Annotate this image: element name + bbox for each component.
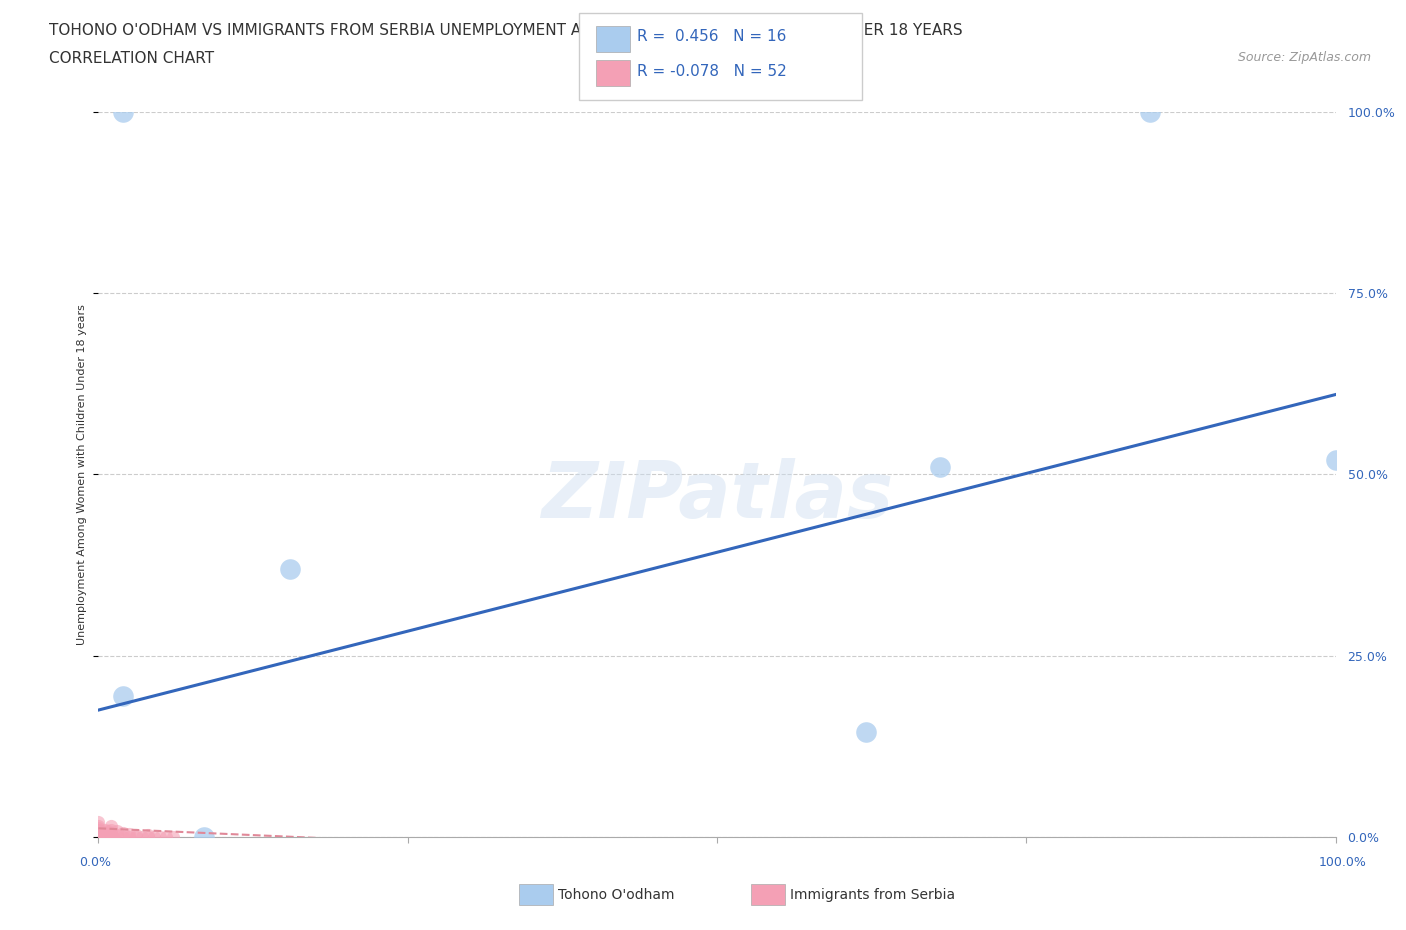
Point <box>87 821 110 836</box>
Point <box>87 830 110 844</box>
Text: Immigrants from Serbia: Immigrants from Serbia <box>790 887 955 902</box>
Point <box>100 826 122 841</box>
Point <box>136 828 159 843</box>
Point <box>855 724 877 739</box>
Text: ZIPatlas: ZIPatlas <box>541 458 893 534</box>
Point <box>93 826 115 841</box>
Point <box>118 830 141 844</box>
Point <box>162 830 184 844</box>
Y-axis label: Unemployment Among Women with Children Under 18 years: Unemployment Among Women with Children U… <box>76 304 87 644</box>
Point <box>100 822 122 837</box>
Point <box>124 828 146 843</box>
Point <box>87 825 110 840</box>
Point <box>124 830 146 844</box>
Text: Source: ZipAtlas.com: Source: ZipAtlas.com <box>1237 51 1371 64</box>
Point <box>118 827 141 842</box>
Text: TOHONO O'ODHAM VS IMMIGRANTS FROM SERBIA UNEMPLOYMENT AMONG WOMEN WITH CHILDREN : TOHONO O'ODHAM VS IMMIGRANTS FROM SERBIA… <box>49 23 963 38</box>
Point <box>105 824 128 839</box>
Point <box>928 459 950 474</box>
Point <box>1324 452 1347 467</box>
Point <box>1139 104 1161 119</box>
Point <box>93 830 115 844</box>
Point <box>112 830 135 844</box>
Point <box>87 830 110 844</box>
Point <box>112 104 135 119</box>
Point <box>87 830 110 844</box>
Point <box>112 688 135 703</box>
Point <box>93 822 115 837</box>
Text: Tohono O'odham: Tohono O'odham <box>558 887 675 902</box>
Point <box>278 561 301 576</box>
Text: R = -0.078   N = 52: R = -0.078 N = 52 <box>637 64 787 79</box>
Point <box>112 826 135 841</box>
Point <box>149 830 172 844</box>
Point <box>193 830 215 844</box>
Point <box>87 826 110 841</box>
Text: 0.0%: 0.0% <box>80 856 111 869</box>
Point <box>155 830 177 844</box>
Point <box>136 830 159 844</box>
Point <box>97 830 120 844</box>
Point <box>100 830 122 844</box>
Text: CORRELATION CHART: CORRELATION CHART <box>49 51 214 66</box>
Point <box>87 830 110 844</box>
Point <box>87 830 110 844</box>
Point <box>131 830 153 844</box>
Point <box>97 824 120 839</box>
Point <box>87 822 110 837</box>
Text: 100.0%: 100.0% <box>1319 856 1367 869</box>
Text: R =  0.456   N = 16: R = 0.456 N = 16 <box>637 29 786 44</box>
Point <box>87 818 110 833</box>
Point <box>105 828 128 843</box>
Point <box>87 815 110 830</box>
Point <box>103 830 125 844</box>
Point <box>100 818 122 833</box>
Point <box>143 830 166 844</box>
Point <box>87 823 110 838</box>
